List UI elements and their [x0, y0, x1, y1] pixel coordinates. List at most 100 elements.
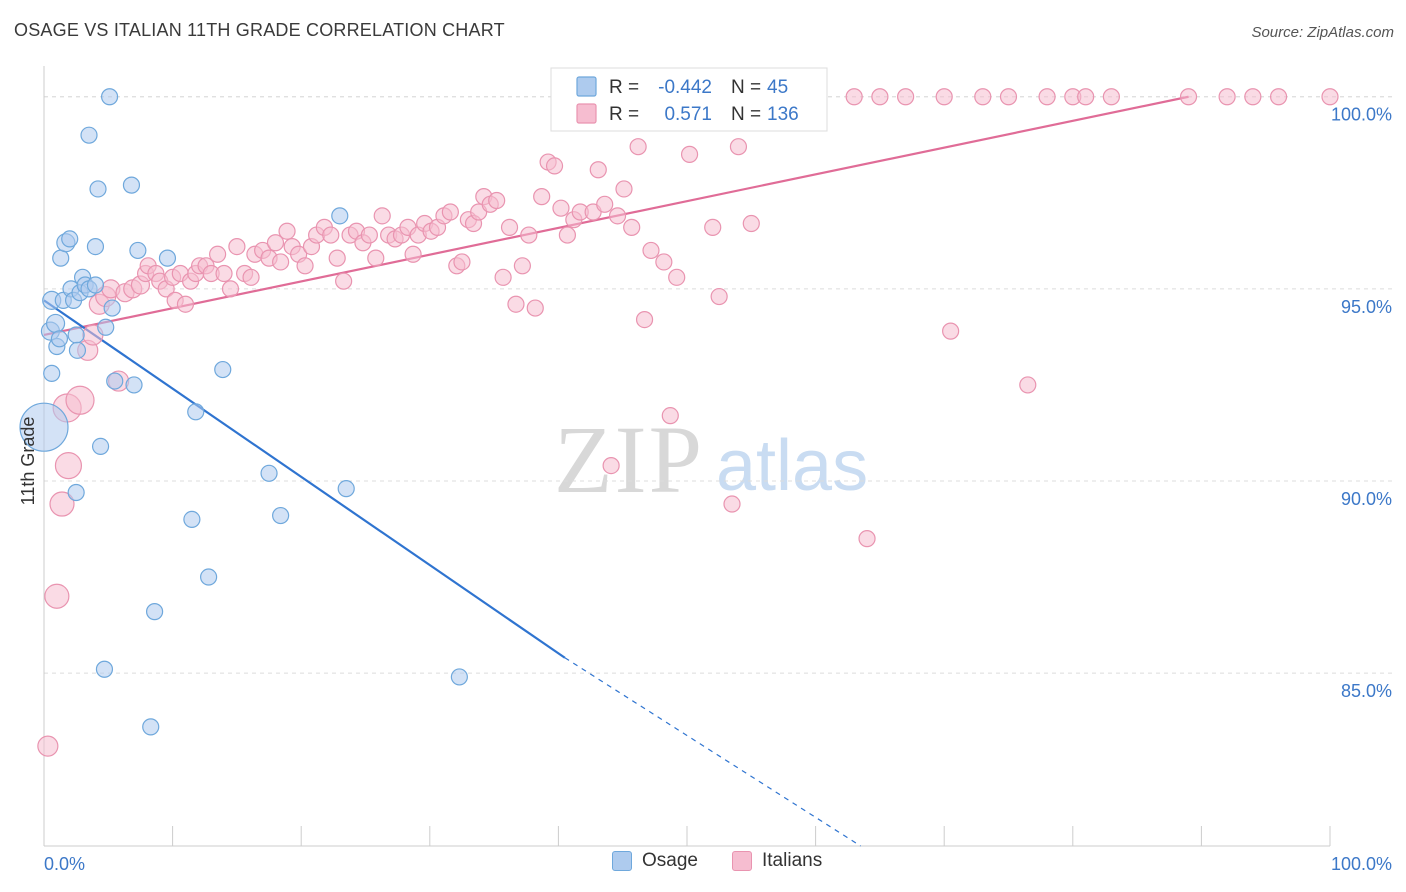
italians-point [360, 226, 378, 244]
italians-point [602, 457, 620, 475]
source-label: Source: ZipAtlas.com [1251, 24, 1394, 41]
italians-point [507, 295, 525, 313]
y-tick-label: 100.0% [1331, 105, 1392, 125]
italians-point [335, 272, 353, 290]
italians-point [999, 88, 1018, 106]
italians-point [453, 253, 471, 271]
osage-point [183, 510, 201, 528]
italians-point [278, 222, 296, 240]
italians-point [935, 88, 953, 106]
italians-point [54, 452, 83, 480]
legend-label-osage: Osage [642, 850, 698, 871]
stats-r-label: R = [609, 77, 639, 98]
italians-point [266, 234, 285, 252]
stats-n-label: N = [731, 104, 761, 125]
osage-trend-extension [564, 657, 861, 847]
italians-point [1019, 376, 1037, 394]
osage-point [97, 318, 115, 336]
osage-point [50, 330, 69, 348]
italians-point [209, 245, 227, 263]
osage-point [43, 364, 61, 382]
italians-point [221, 280, 240, 298]
stats-n-value: 45 [767, 77, 788, 98]
osage-point [331, 207, 349, 225]
osage-point [214, 360, 232, 379]
italians-point [589, 161, 607, 179]
x-tick-label: 0.0% [44, 854, 85, 874]
italians-point [1077, 88, 1095, 106]
osage-point [158, 249, 177, 267]
italians-point [615, 180, 633, 198]
italians-point [488, 191, 506, 210]
italians-point [558, 226, 577, 244]
osage-point [450, 668, 468, 686]
italians-point [897, 88, 915, 106]
italians-point [1102, 88, 1120, 106]
watermark-atlas: atlas [716, 426, 868, 506]
italians-point [296, 257, 314, 275]
italians-point [215, 264, 233, 283]
italians-point [942, 322, 960, 340]
italians-point [635, 310, 654, 329]
chart-title: OSAGE VS ITALIAN 11TH GRADE CORRELATION … [14, 20, 505, 40]
italians-point [704, 218, 722, 236]
legend-item-italians: Italians [732, 850, 822, 872]
y-tick-label: 85.0% [1341, 681, 1392, 701]
osage-point [61, 230, 79, 248]
italians-point [661, 407, 679, 425]
osage-point [122, 176, 141, 194]
y-axis-label: 11th Grade [18, 417, 38, 506]
italians-point [642, 241, 660, 260]
stats-r-value: -0.442 [658, 77, 712, 98]
osage-point [200, 568, 218, 586]
osage-point [52, 249, 70, 267]
italians-point [500, 218, 519, 236]
osage-point [86, 237, 105, 256]
osage-point [91, 437, 110, 455]
series-legend: Osage Italians [0, 850, 1406, 880]
italians-point [680, 145, 699, 163]
y-tick-label: 95.0% [1341, 297, 1392, 317]
osage-point [67, 483, 85, 502]
osage-point [125, 376, 143, 394]
tick-labels: 85.0% 90.0% 95.0% 100.0% 0.0% 100.0% [44, 105, 1392, 874]
italians-point [608, 207, 627, 225]
italians-point [871, 88, 889, 106]
italians-point [623, 218, 641, 236]
osage-point [100, 88, 119, 106]
osage-point [106, 372, 124, 390]
italians-point [1321, 88, 1339, 106]
scatter-points [19, 88, 1339, 757]
italians-point [44, 583, 70, 609]
italians-point [404, 245, 422, 263]
italians-point [1038, 88, 1056, 106]
osage-point [337, 480, 355, 498]
italians-point [974, 88, 992, 106]
italians-point [1244, 88, 1262, 106]
gridlines [44, 96, 1392, 674]
italians-point [845, 88, 863, 106]
osage-point [187, 403, 205, 421]
osage-point [272, 506, 290, 525]
italians-point [37, 735, 59, 757]
stats-r-value: 0.571 [664, 104, 712, 125]
osage-point [68, 341, 87, 359]
osage-point [67, 326, 85, 344]
italians-point [533, 188, 551, 206]
italians-point [723, 495, 741, 513]
osage-point [103, 299, 121, 317]
osage-point [45, 313, 66, 334]
italians-point [545, 157, 564, 175]
osage-point [95, 660, 114, 678]
stats-n-label: N = [731, 77, 761, 98]
osage-trend-line [43, 299, 566, 659]
italians-point [367, 249, 385, 267]
watermark-zip: ZIP [554, 406, 704, 513]
stats-swatch-italians [576, 103, 597, 124]
italians-point [322, 226, 340, 244]
italians-point [494, 268, 512, 286]
italians-point [729, 138, 748, 156]
osage-point [80, 126, 98, 144]
italians-point [441, 203, 459, 221]
